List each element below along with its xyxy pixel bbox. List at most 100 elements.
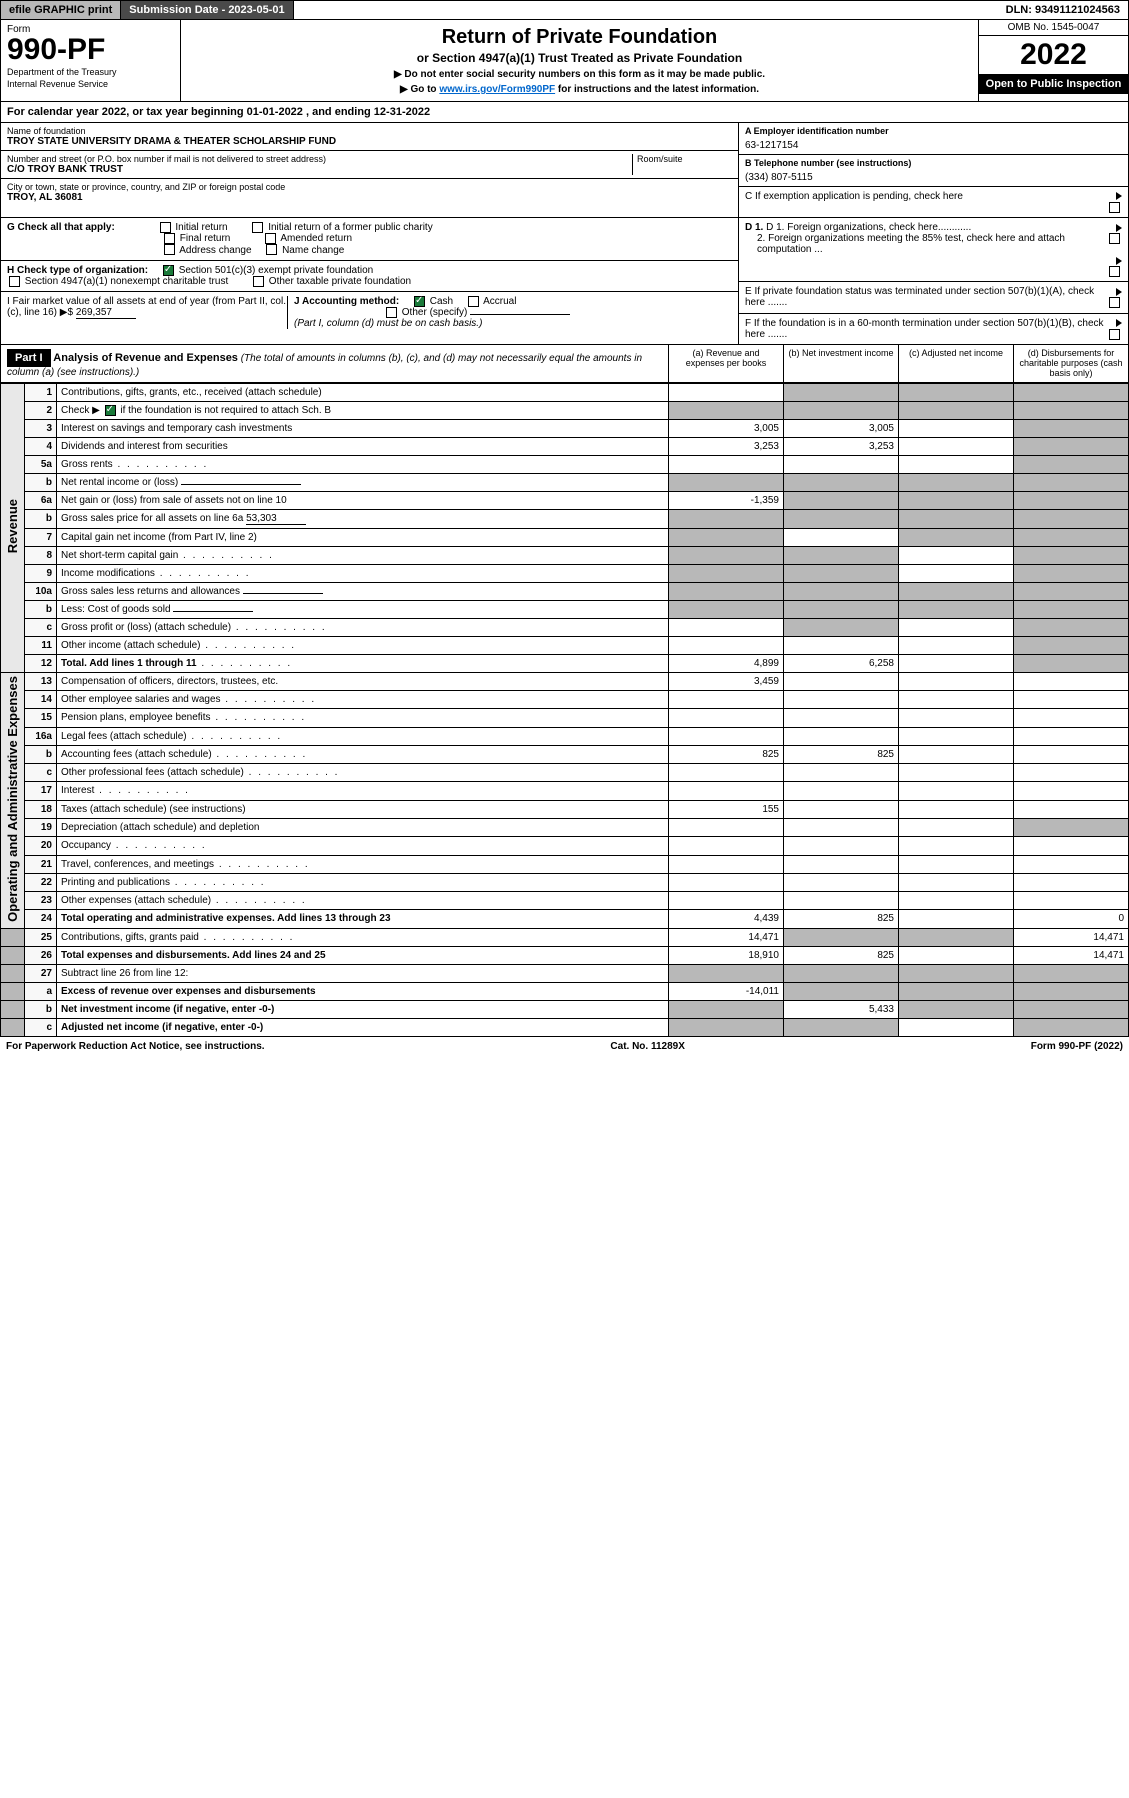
checkbox-c[interactable] <box>1109 202 1120 213</box>
table-row: 17Interest <box>1 782 1129 800</box>
section-g: G Check all that apply: Initial return I… <box>1 218 738 260</box>
row-11-desc: Other income (attach schedule) <box>57 636 669 654</box>
r27b-b: 5,433 <box>784 1000 899 1018</box>
arrow-icon <box>1116 257 1122 265</box>
d1-label: D 1. <box>745 222 763 233</box>
checkbox-d2[interactable] <box>1109 266 1120 277</box>
table-row: 6aNet gain or (loss) from sale of assets… <box>1 491 1129 509</box>
arrow-icon <box>1116 224 1122 232</box>
dept-irs: Internal Revenue Service <box>7 79 174 89</box>
col-b-header: (b) Net investment income <box>783 345 898 382</box>
cb-amended[interactable] <box>265 233 276 244</box>
irs-link[interactable]: www.irs.gov/Form990PF <box>439 84 555 95</box>
cb-name[interactable] <box>266 244 277 255</box>
table-row: 20Occupancy <box>1 837 1129 855</box>
expenses-label: Operating and Administrative Expenses <box>5 676 20 922</box>
r13-a: 3,459 <box>669 672 784 690</box>
cb-schb[interactable] <box>105 405 116 416</box>
cb-cash[interactable] <box>414 296 425 307</box>
cb-final[interactable] <box>164 233 175 244</box>
row-7-desc: Capital gain net income (from Part IV, l… <box>57 528 669 546</box>
cb-accrual[interactable] <box>468 296 479 307</box>
table-row: 5aGross rents <box>1 455 1129 473</box>
foundation-name-label: Name of foundation <box>7 126 732 136</box>
table-row: 10aGross sales less returns and allowanc… <box>1 582 1129 600</box>
table-row: aExcess of revenue over expenses and dis… <box>1 982 1129 1000</box>
table-row: 8Net short-term capital gain <box>1 546 1129 564</box>
row-15-desc: Pension plans, employee benefits <box>57 709 669 727</box>
city-label: City or town, state or province, country… <box>7 182 732 192</box>
table-row: cOther professional fees (attach schedul… <box>1 764 1129 782</box>
cb-4947[interactable] <box>9 276 20 287</box>
efile-badge[interactable]: efile GRAPHIC print <box>1 1 121 19</box>
row-16b-desc: Accounting fees (attach schedule) <box>57 745 669 763</box>
row-10c-desc: Gross profit or (loss) (attach schedule) <box>57 618 669 636</box>
row-26-desc: Total expenses and disbursements. Add li… <box>57 946 669 964</box>
city: TROY, AL 36081 <box>7 192 732 203</box>
table-row: 3Interest on savings and temporary cash … <box>1 419 1129 437</box>
cb-initial[interactable] <box>160 222 171 233</box>
table-row: 11Other income (attach schedule) <box>1 636 1129 654</box>
checkbox-e[interactable] <box>1109 297 1120 308</box>
form-note-1: ▶ Do not enter social security numbers o… <box>187 69 972 80</box>
checkbox-d1[interactable] <box>1109 233 1120 244</box>
j-other-line <box>470 314 570 315</box>
r4-b: 3,253 <box>784 437 899 455</box>
calendar-year-row: For calendar year 2022, or tax year begi… <box>0 102 1129 123</box>
table-row: Revenue 1Contributions, gifts, grants, e… <box>1 383 1129 401</box>
table-row: 21Travel, conferences, and meetings <box>1 855 1129 873</box>
dln: DLN: 93491121024563 <box>998 1 1128 19</box>
j-other: Other (specify) <box>402 307 468 318</box>
foundation-name: TROY STATE UNIVERSITY DRAMA & THEATER SC… <box>7 136 732 147</box>
cb-address[interactable] <box>164 244 175 255</box>
row-2-desc: Check ▶ if the foundation is not require… <box>57 401 669 419</box>
table-row: bLess: Cost of goods sold <box>1 600 1129 618</box>
cb-501c3[interactable] <box>163 265 174 276</box>
row-8-desc: Net short-term capital gain <box>57 546 669 564</box>
form-subtitle: or Section 4947(a)(1) Trust Treated as P… <box>187 51 972 65</box>
r26-d: 14,471 <box>1014 946 1129 964</box>
row-27-desc: Subtract line 26 from line 12: <box>57 964 669 982</box>
row-12-desc: Total. Add lines 1 through 11 <box>57 654 669 672</box>
row-5b-desc: Net rental income or (loss) <box>57 473 669 491</box>
cb-initial-former[interactable] <box>252 222 263 233</box>
part1-table: Revenue 1Contributions, gifts, grants, e… <box>0 383 1129 1037</box>
foundation-info: Name of foundation TROY STATE UNIVERSITY… <box>0 123 1129 218</box>
footer-left: For Paperwork Reduction Act Notice, see … <box>6 1041 265 1052</box>
revenue-label: Revenue <box>5 499 20 553</box>
table-row: 9Income modifications <box>1 564 1129 582</box>
row-14-desc: Other employee salaries and wages <box>57 691 669 709</box>
table-row: 26Total expenses and disbursements. Add … <box>1 946 1129 964</box>
i-label: I Fair market value of all assets at end… <box>7 296 286 318</box>
arrow-icon <box>1116 192 1122 200</box>
top-bar: efile GRAPHIC print Submission Date - 20… <box>0 0 1129 20</box>
row-6b-desc: Gross sales price for all assets on line… <box>57 509 669 528</box>
g-opt-5: Name change <box>282 245 344 256</box>
dept-treasury: Department of the Treasury <box>7 67 174 77</box>
i-value: 269,357 <box>76 307 136 319</box>
j-label: J Accounting method: <box>294 296 399 307</box>
h-label: H Check type of organization: <box>7 265 148 276</box>
section-c: C If exemption application is pending, c… <box>745 191 1106 213</box>
cb-other-method[interactable] <box>386 307 397 318</box>
footer-center: Cat. No. 11289X <box>610 1041 684 1052</box>
ein-label: A Employer identification number <box>745 126 1122 136</box>
table-row: 25Contributions, gifts, grants paid14,47… <box>1 928 1129 946</box>
r24-b: 825 <box>784 910 899 928</box>
address-label: Number and street (or P.O. box number if… <box>7 154 632 164</box>
table-row: 16aLegal fees (attach schedule) <box>1 727 1129 745</box>
checkbox-f[interactable] <box>1109 329 1120 340</box>
form-number: 990-PF <box>7 35 174 65</box>
note2-post: for instructions and the latest informat… <box>555 84 759 95</box>
row-10a-desc: Gross sales less returns and allowances <box>57 582 669 600</box>
r16b-a: 825 <box>669 745 784 763</box>
footer-right: Form 990-PF (2022) <box>1031 1041 1123 1052</box>
section-f: F If the foundation is in a 60-month ter… <box>745 318 1106 340</box>
phone-label: B Telephone number (see instructions) <box>745 158 1122 168</box>
h-opt-1: Section 501(c)(3) exempt private foundat… <box>179 265 374 276</box>
g-opt-0: Initial return <box>175 222 227 233</box>
table-row: 12Total. Add lines 1 through 114,8996,25… <box>1 654 1129 672</box>
cb-other-taxable[interactable] <box>253 276 264 287</box>
row-10b-desc: Less: Cost of goods sold <box>57 600 669 618</box>
page-footer: For Paperwork Reduction Act Notice, see … <box>0 1037 1129 1056</box>
